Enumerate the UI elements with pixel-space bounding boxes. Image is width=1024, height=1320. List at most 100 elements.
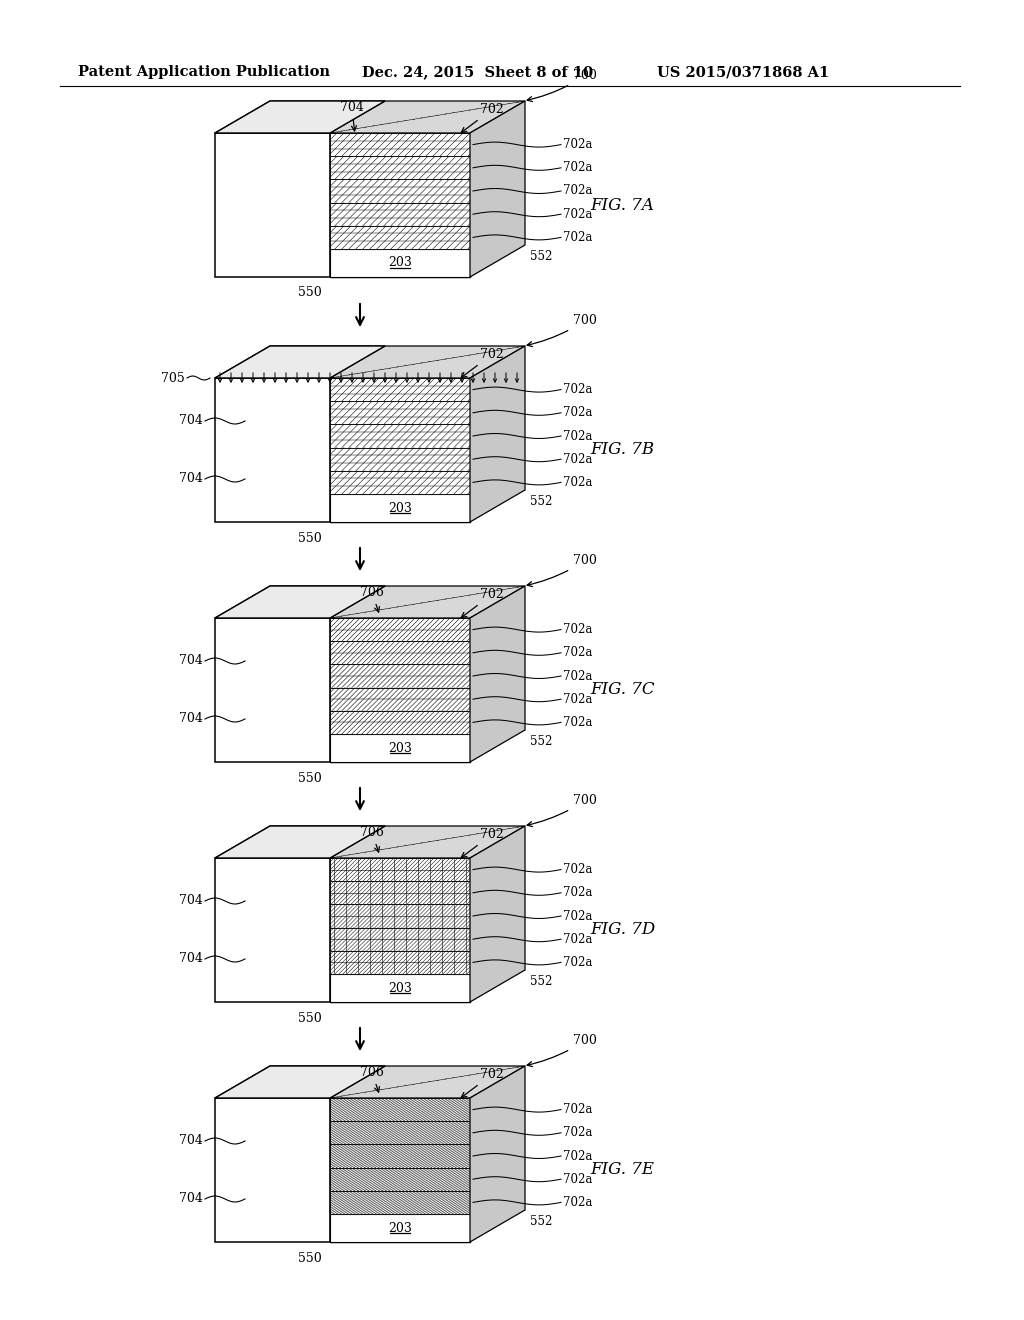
Text: 702: 702: [462, 348, 504, 378]
Bar: [330, 950, 470, 974]
Text: 702a: 702a: [563, 231, 592, 244]
Text: 702a: 702a: [563, 886, 592, 899]
Text: 702: 702: [462, 1068, 504, 1097]
Bar: [330, 133, 470, 156]
Polygon shape: [215, 826, 385, 858]
Text: 550: 550: [298, 771, 322, 784]
Text: 702a: 702a: [563, 207, 592, 220]
Text: 552: 552: [530, 1214, 552, 1228]
Polygon shape: [215, 1067, 385, 1098]
Text: 702a: 702a: [563, 647, 592, 659]
Text: 552: 552: [530, 735, 552, 748]
Polygon shape: [330, 378, 470, 521]
Text: FIG. 7D: FIG. 7D: [590, 921, 655, 939]
Text: 704: 704: [179, 713, 203, 726]
Text: 702a: 702a: [563, 933, 592, 945]
Polygon shape: [215, 826, 385, 858]
Bar: [330, 904, 470, 928]
Text: 702a: 702a: [563, 161, 592, 174]
Polygon shape: [330, 1214, 470, 1242]
Text: 704: 704: [179, 414, 203, 428]
Text: US 2015/0371868 A1: US 2015/0371868 A1: [657, 65, 829, 79]
Text: FIG. 7A: FIG. 7A: [590, 197, 654, 214]
Text: 203: 203: [388, 1221, 412, 1234]
Text: 704: 704: [179, 1192, 203, 1205]
Text: 704: 704: [179, 473, 203, 486]
Text: 702a: 702a: [563, 139, 592, 150]
Polygon shape: [330, 133, 470, 277]
Polygon shape: [215, 618, 330, 762]
Text: 550: 550: [298, 532, 322, 544]
Text: 702a: 702a: [563, 383, 592, 396]
Polygon shape: [330, 826, 525, 858]
Text: 700: 700: [527, 69, 597, 102]
Polygon shape: [215, 346, 385, 378]
Text: 203: 203: [388, 502, 412, 515]
Text: Patent Application Publication: Patent Application Publication: [78, 65, 330, 79]
Bar: [330, 710, 470, 734]
Polygon shape: [470, 826, 525, 1002]
Text: 702a: 702a: [563, 693, 592, 706]
Polygon shape: [215, 1098, 330, 1242]
Text: 203: 203: [388, 256, 412, 269]
Polygon shape: [330, 346, 525, 378]
Text: 702a: 702a: [563, 453, 592, 466]
Text: 702: 702: [462, 587, 504, 618]
Bar: [330, 664, 470, 688]
Polygon shape: [470, 102, 525, 277]
Polygon shape: [330, 494, 470, 521]
Text: 552: 552: [530, 249, 552, 263]
Bar: [330, 618, 470, 642]
Bar: [330, 882, 470, 904]
Polygon shape: [215, 133, 330, 277]
Bar: [330, 928, 470, 950]
Bar: [330, 378, 470, 401]
Bar: [330, 180, 470, 202]
Polygon shape: [215, 102, 385, 133]
Text: 706: 706: [360, 1067, 384, 1092]
Text: 706: 706: [360, 586, 384, 612]
Polygon shape: [215, 102, 385, 133]
Text: FIG. 7C: FIG. 7C: [590, 681, 654, 698]
Text: 702a: 702a: [563, 909, 592, 923]
Bar: [330, 858, 470, 882]
Text: 552: 552: [530, 975, 552, 987]
Bar: [330, 401, 470, 425]
Polygon shape: [470, 1067, 525, 1242]
Bar: [330, 1098, 470, 1121]
Polygon shape: [330, 586, 525, 618]
Polygon shape: [330, 1098, 470, 1242]
Text: 704: 704: [340, 102, 364, 131]
Bar: [330, 1121, 470, 1144]
Text: 700: 700: [527, 314, 597, 347]
Text: 702a: 702a: [563, 185, 592, 198]
Text: 702: 702: [462, 103, 504, 132]
Text: 702a: 702a: [563, 715, 592, 729]
Text: 702a: 702a: [563, 956, 592, 969]
Bar: [330, 688, 470, 710]
Bar: [330, 471, 470, 494]
Polygon shape: [330, 1067, 525, 1098]
Polygon shape: [330, 858, 470, 1002]
Polygon shape: [215, 586, 385, 618]
Polygon shape: [215, 858, 330, 1002]
Polygon shape: [215, 586, 385, 618]
Polygon shape: [215, 1067, 385, 1098]
Text: FIG. 7E: FIG. 7E: [590, 1162, 654, 1179]
Text: 702a: 702a: [563, 1104, 592, 1117]
Text: 704: 704: [179, 655, 203, 668]
Text: 702a: 702a: [563, 407, 592, 420]
Text: 702a: 702a: [563, 1196, 592, 1209]
Polygon shape: [330, 974, 470, 1002]
Text: Dec. 24, 2015  Sheet 8 of 10: Dec. 24, 2015 Sheet 8 of 10: [362, 65, 593, 79]
Bar: [330, 447, 470, 471]
Bar: [330, 202, 470, 226]
Text: 702a: 702a: [563, 863, 592, 876]
Polygon shape: [470, 346, 525, 521]
Text: 706: 706: [360, 826, 384, 851]
Text: 704: 704: [179, 1134, 203, 1147]
Text: FIG. 7B: FIG. 7B: [590, 441, 654, 458]
Text: 550: 550: [298, 1011, 322, 1024]
Polygon shape: [215, 378, 330, 521]
Text: 704: 704: [179, 953, 203, 965]
